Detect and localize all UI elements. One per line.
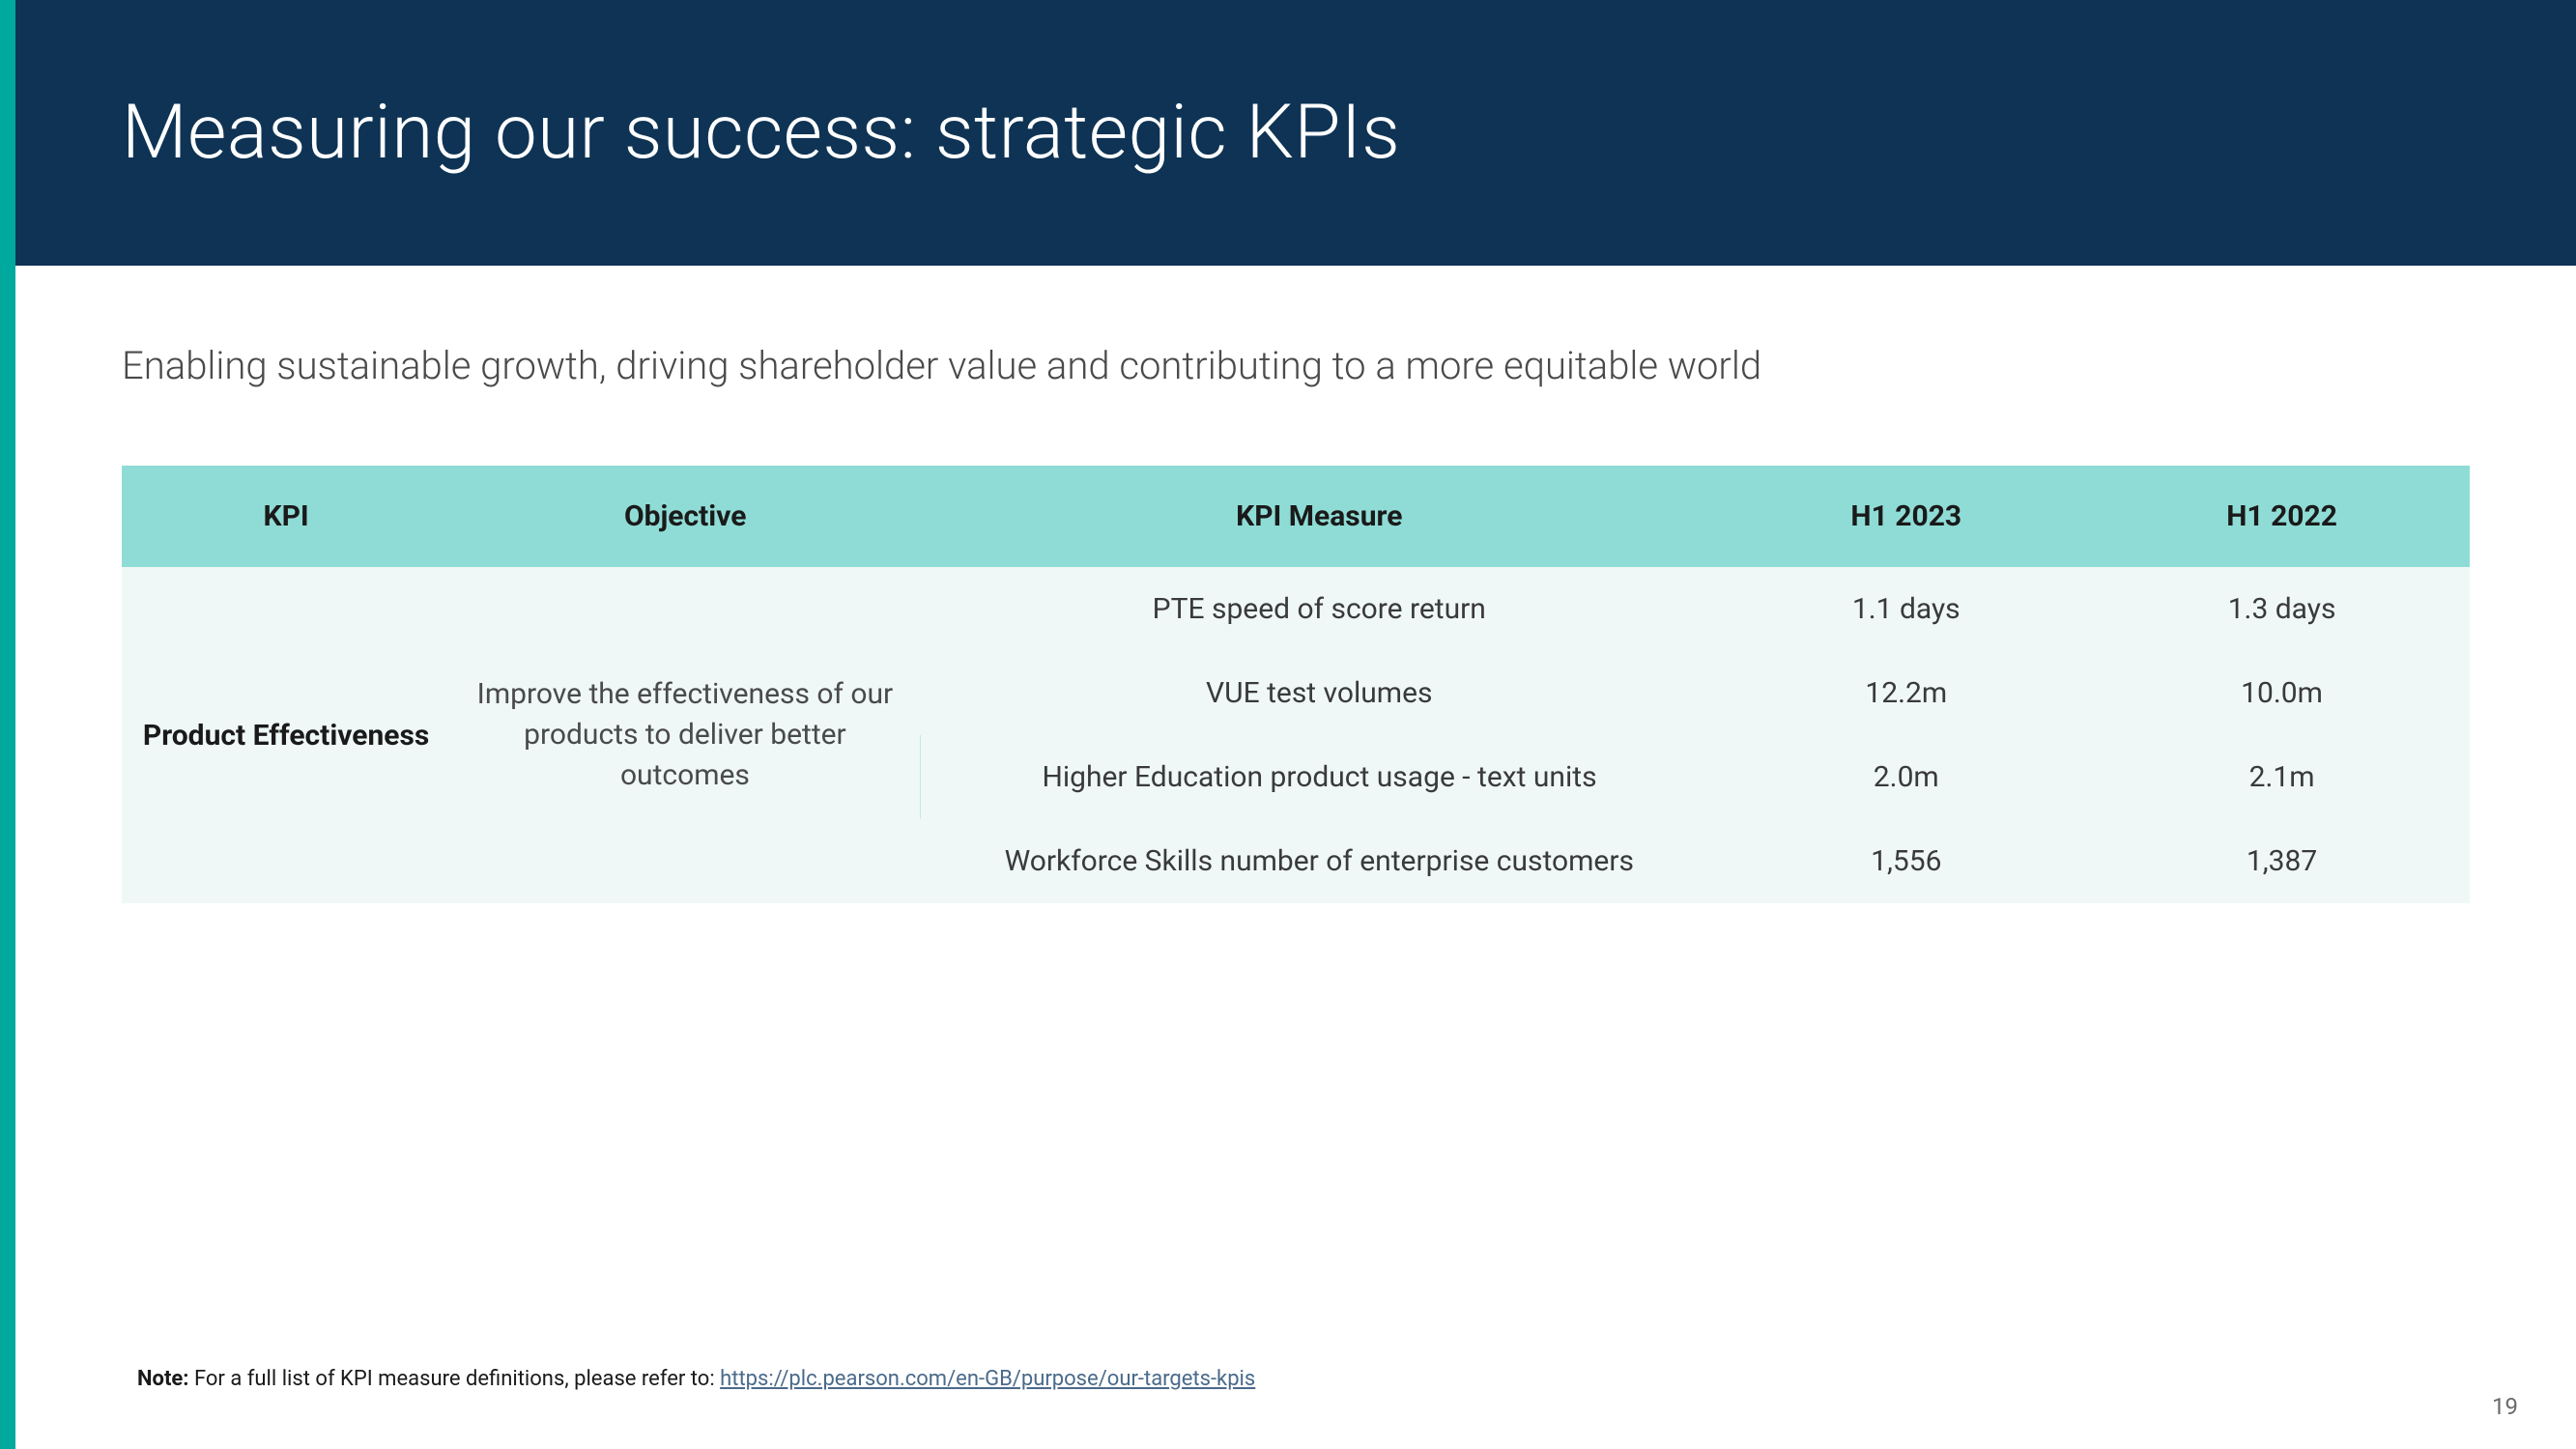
col-header-kpi: KPI [122,466,450,567]
table-row: Product Effectiveness Improve the effect… [122,567,2470,651]
cell-h1-2022: 2.1m [2094,735,2470,819]
col-header-measure: KPI Measure [920,466,1718,567]
content-area: Enabling sustainable growth, driving sha… [15,266,2576,903]
cell-h1-2023: 12.2m [1718,651,2094,735]
subtitle: Enabling sustainable growth, driving sha… [122,343,2470,388]
cell-kpi: Product Effectiveness [122,567,450,903]
cell-measure: Workforce Skills number of enterprise cu… [920,819,1718,903]
cell-h1-2022: 1,387 [2094,819,2470,903]
slide: Measuring our success: strategic KPIs En… [0,0,2576,1449]
col-header-h1-2022: H1 2022 [2094,466,2470,567]
header-band: Measuring our success: strategic KPIs [15,0,2576,266]
col-header-objective: Objective [450,466,920,567]
cell-measure: VUE test volumes [920,651,1718,735]
note-text: For a full list of KPI measure definitio… [194,1367,715,1391]
col-header-h1-2023: H1 2023 [1718,466,2094,567]
cell-h1-2022: 1.3 days [2094,567,2470,651]
cell-h1-2023: 1.1 days [1718,567,2094,651]
table-header-row: KPI Objective KPI Measure H1 2023 H1 202… [122,466,2470,567]
cell-h1-2023: 1,556 [1718,819,2094,903]
footnote: Note: For a full list of KPI measure def… [137,1367,2518,1391]
cell-h1-2022: 10.0m [2094,651,2470,735]
cell-objective: Improve the effectiveness of our product… [450,567,920,903]
cell-measure: Higher Education product usage - text un… [920,735,1718,819]
cell-measure: PTE speed of score return [920,567,1718,651]
page-title: Measuring our success: strategic KPIs [122,89,1400,177]
kpi-table: KPI Objective KPI Measure H1 2023 H1 202… [122,466,2470,903]
cell-h1-2023: 2.0m [1718,735,2094,819]
note-label: Note: [137,1367,188,1391]
note-link[interactable]: https://plc.pearson.com/en-GB/purpose/ou… [720,1367,1255,1391]
page-number: 19 [2492,1393,2518,1420]
footer: Note: For a full list of KPI measure def… [137,1367,2518,1391]
